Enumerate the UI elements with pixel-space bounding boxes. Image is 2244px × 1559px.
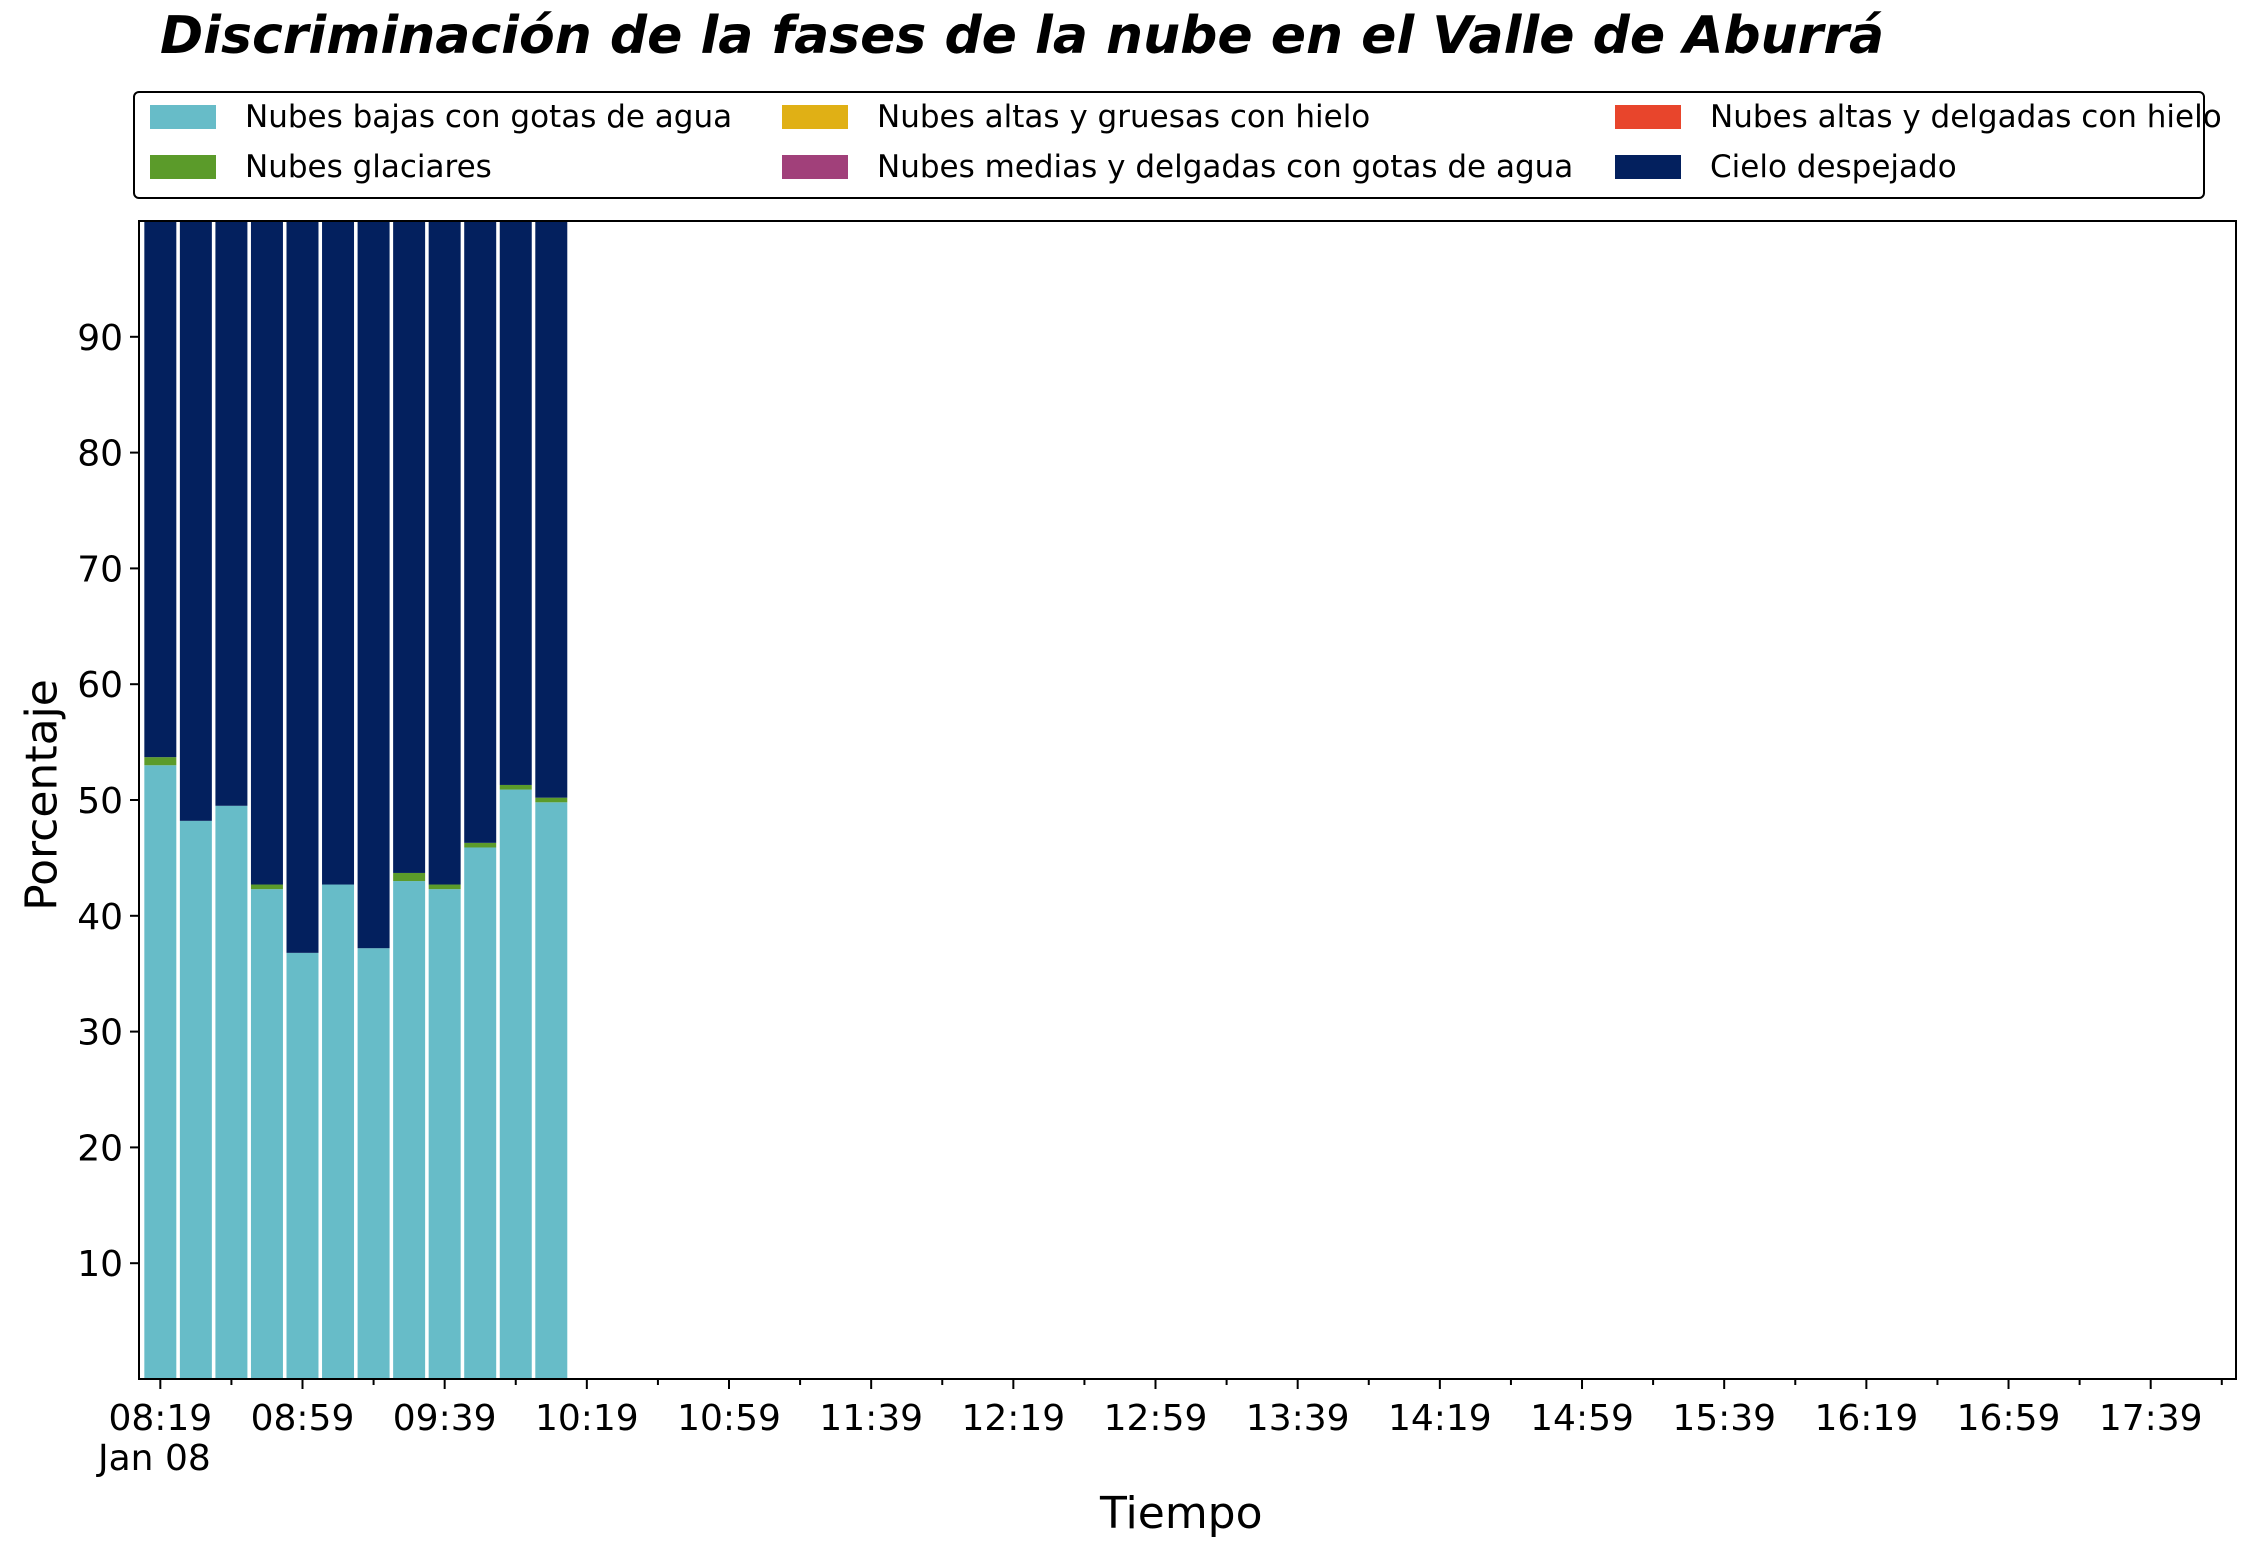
- bar-segment: [428, 221, 461, 885]
- bar-segment: [215, 805, 248, 1379]
- bar-segment: [179, 221, 212, 821]
- bar-segment: [250, 889, 283, 1379]
- legend-swatch: [1615, 105, 1681, 129]
- legend-label: Nubes altas y gruesas con hielo: [877, 99, 1371, 135]
- y-axis-title: Porcentaje: [16, 679, 68, 911]
- x-tick-label: 17:39: [2099, 1398, 2203, 1439]
- y-tick-label: 80: [77, 434, 123, 475]
- x-tick-label: 10:19: [535, 1398, 639, 1439]
- bar-segment: [393, 881, 426, 1379]
- bar-segment: [357, 221, 390, 949]
- legend-label: Nubes glaciares: [245, 149, 492, 185]
- y-tick-label: 70: [77, 549, 123, 590]
- legend-swatch: [1615, 155, 1681, 179]
- y-tick-label: 20: [77, 1128, 123, 1169]
- y-tick-label: 10: [77, 1244, 123, 1285]
- x-tick-label: 16:59: [1957, 1398, 2061, 1439]
- legend-swatch: [150, 155, 216, 179]
- legend-swatch: [782, 155, 848, 179]
- y-tick-label: 30: [77, 1013, 123, 1054]
- bar-segment: [215, 221, 248, 806]
- x-tick-label: 15:39: [1672, 1398, 1776, 1439]
- bar-segment: [286, 952, 319, 1379]
- legend-swatch: [150, 105, 216, 129]
- legend-label: Nubes medias y delgadas con gotas de agu…: [877, 149, 1574, 185]
- x-tick-label: 08:19: [108, 1398, 212, 1439]
- bar-segment: [322, 221, 355, 885]
- legend-swatch: [782, 105, 848, 129]
- bar-segment: [499, 784, 532, 790]
- legend-label: Nubes bajas con gotas de agua: [245, 99, 733, 135]
- y-tick-label: 40: [77, 897, 123, 938]
- bar-segment: [286, 221, 319, 953]
- x-tick-label: 12:59: [1104, 1398, 1208, 1439]
- x-axis: 08:19 08:59 09:39 10:19 10:59 11:39 12:19 12:59…: [108, 1379, 2223, 1439]
- bar-segment: [144, 765, 177, 1379]
- x-tick-label: 14:59: [1530, 1398, 1634, 1439]
- x-axis-title: Tiempo: [1100, 1488, 1263, 1539]
- x-tick-label: 14:19: [1388, 1398, 1492, 1439]
- legend-item-nubes-altas-delgadas: Nubes altas y delgadas con hielo: [1615, 99, 2222, 135]
- x-axis-date-label: Jan 08: [98, 1438, 211, 1479]
- x-tick-label: 12:19: [961, 1398, 1065, 1439]
- bar-segment: [499, 789, 532, 1379]
- bars-layer: [144, 221, 568, 1379]
- bar-segment: [357, 948, 390, 1379]
- bar-segment: [464, 842, 497, 848]
- y-axis: 10 20 30 40 50 60 70 80 90: [77, 318, 139, 1285]
- x-tick-label: 09:39: [393, 1398, 497, 1439]
- legend-item-nubes-medias: Nubes medias y delgadas con gotas de agu…: [782, 149, 1573, 185]
- bar-segment: [144, 757, 177, 766]
- bar-segment: [250, 221, 283, 885]
- legend-item-cielo-despejado: Cielo despejado: [1615, 149, 1957, 185]
- bar-segment: [144, 221, 177, 758]
- chart-title: Discriminación de la fases de la nube en…: [160, 6, 1885, 66]
- bar-segment: [535, 802, 568, 1379]
- bar-segment: [535, 797, 568, 803]
- legend-label: Nubes altas y delgadas con hielo: [1710, 99, 2222, 135]
- legend-label: Cielo despejado: [1710, 149, 1957, 185]
- legend: Nubes bajas con gotas de agua Nubes glac…: [133, 91, 2222, 199]
- bar-segment: [464, 221, 497, 843]
- x-tick-label: 11:39: [819, 1398, 923, 1439]
- bar-segment: [499, 221, 532, 785]
- bar-segment: [250, 884, 283, 890]
- bar-segment: [464, 847, 497, 1379]
- legend-item-nubes-altas-gruesas: Nubes altas y gruesas con hielo: [782, 99, 1370, 135]
- y-tick-label: 50: [77, 781, 123, 822]
- legend-item-nubes-glaciares: Nubes glaciares: [150, 149, 492, 185]
- bar-segment: [428, 884, 461, 890]
- x-tick-label: 10:59: [677, 1398, 781, 1439]
- x-tick-label: 13:39: [1246, 1398, 1350, 1439]
- legend-item-nubes-bajas: Nubes bajas con gotas de agua: [150, 99, 732, 135]
- y-tick-label: 90: [77, 318, 123, 359]
- bar-segment: [428, 889, 461, 1379]
- y-tick-label: 60: [77, 665, 123, 706]
- x-tick-label: 08:59: [251, 1398, 355, 1439]
- bar-segment: [322, 884, 355, 1379]
- bar-segment: [393, 872, 426, 882]
- bar-segment: [535, 221, 568, 798]
- bar-segment: [393, 221, 426, 873]
- x-tick-label: 16:19: [1814, 1398, 1918, 1439]
- bar-segment: [179, 820, 212, 1379]
